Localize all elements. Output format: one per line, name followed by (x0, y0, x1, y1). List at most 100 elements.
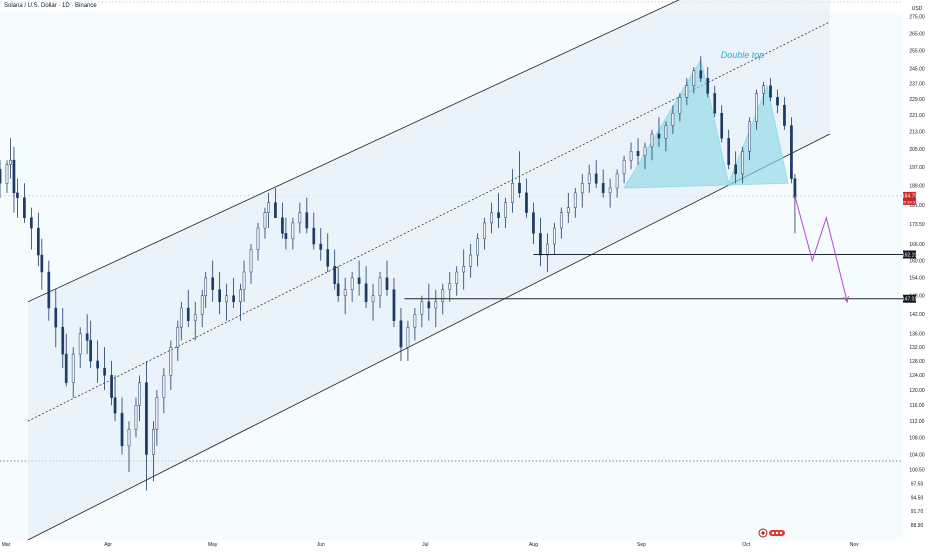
y-tick-label: 148.00 (909, 293, 925, 299)
candle (5, 160, 9, 193)
candle (30, 207, 33, 250)
x-tick-label: Sep (637, 542, 646, 548)
y-tick-label: 160.00 (909, 258, 925, 264)
candle (546, 233, 549, 273)
candle-body (678, 97, 682, 114)
candle-body (406, 326, 410, 348)
candle-body (762, 85, 765, 94)
tradingview-logo-icon (758, 528, 785, 538)
candle-body (134, 405, 138, 430)
candle (350, 272, 354, 302)
candle-body (23, 197, 26, 218)
candle (242, 260, 246, 302)
y-tick-label: 97.50 (911, 481, 924, 487)
x-tick-label: Jul (422, 542, 428, 548)
candle (291, 217, 295, 250)
candle-body (138, 382, 141, 406)
candle-body (504, 202, 507, 218)
candle-body (469, 254, 473, 267)
time-axis[interactable]: Mar Apr May Jun Jul Aug Sep Oct Nov (0, 540, 903, 550)
level-price-tag (903, 250, 916, 259)
candle (769, 78, 772, 102)
candle-body (54, 307, 58, 328)
candle-body (664, 125, 668, 139)
candle (490, 202, 493, 234)
candle-body (699, 70, 703, 79)
candle (539, 217, 542, 267)
price-axis[interactable]: USD 275.00 265.00 255.00 245.00 237.00 229.00 2… (903, 0, 932, 550)
candle (706, 67, 710, 98)
double-top-pattern[interactable]: Double top (623, 50, 789, 189)
projection-path[interactable] (794, 195, 849, 303)
candle (608, 178, 612, 208)
level-price-tag (903, 294, 916, 303)
candle (186, 289, 190, 328)
candle-body (462, 266, 466, 273)
y-tick-label: 245.00 (909, 67, 925, 73)
y-tick-label: 205.00 (909, 147, 925, 153)
candle-body (162, 375, 166, 398)
candle-body (155, 397, 159, 430)
candle (580, 173, 584, 208)
x-tick-label: Jun (317, 542, 325, 548)
candle (553, 222, 556, 256)
candle (420, 295, 424, 328)
candle (274, 188, 277, 218)
candle-body (364, 283, 368, 303)
candle (741, 146, 744, 184)
candle (636, 138, 640, 165)
candle (601, 169, 605, 198)
y-tick-label: 221.00 (909, 113, 925, 119)
y-tick-label: 213.00 (909, 130, 925, 136)
x-tick-label: Oct (742, 542, 750, 548)
channel-upper-line (27, 0, 680, 303)
y-tick-label: 173.50 (909, 222, 925, 228)
candle (399, 308, 403, 362)
candle (755, 89, 758, 130)
candle (193, 301, 197, 341)
candle-body (312, 227, 316, 245)
level-price-label: 162.19 (902, 252, 918, 258)
candle-body (566, 207, 570, 213)
candle-body (448, 283, 452, 290)
candle-body (741, 151, 744, 175)
y-tick-label: 104.00 (909, 452, 925, 458)
candle-body (685, 85, 689, 98)
y-tick-label: 237.00 (909, 82, 925, 88)
candle-body (193, 314, 197, 321)
support-levels[interactable] (404, 253, 903, 300)
candle (406, 320, 410, 362)
candle (54, 289, 58, 348)
candle-body (274, 202, 277, 218)
y-tick-label: 154.00 (909, 276, 925, 282)
time-axis-panel (0, 540, 903, 550)
candle (23, 183, 26, 223)
candle (594, 160, 598, 189)
candle (720, 105, 724, 143)
candle-body (671, 112, 675, 126)
candle (204, 272, 208, 309)
candle (573, 188, 577, 218)
candle (455, 266, 459, 296)
x-tick-label: Apr (104, 542, 112, 548)
candle-body (284, 233, 288, 239)
ascending-channel[interactable] (27, 0, 830, 541)
candle-body (291, 222, 295, 239)
candle-body (249, 249, 253, 273)
candle (103, 347, 106, 391)
candle (179, 301, 183, 341)
candle-body (636, 151, 640, 156)
candle (256, 222, 260, 261)
candle-body (211, 277, 215, 290)
candle-body (546, 243, 549, 256)
y-tick-label: 120.00 (909, 388, 925, 394)
candle-body (85, 333, 89, 341)
candle-body (71, 353, 75, 383)
candle-body (113, 397, 117, 414)
candle-body (305, 212, 309, 229)
candle-body (734, 164, 737, 175)
candle-body (392, 289, 396, 321)
candle (120, 397, 124, 455)
